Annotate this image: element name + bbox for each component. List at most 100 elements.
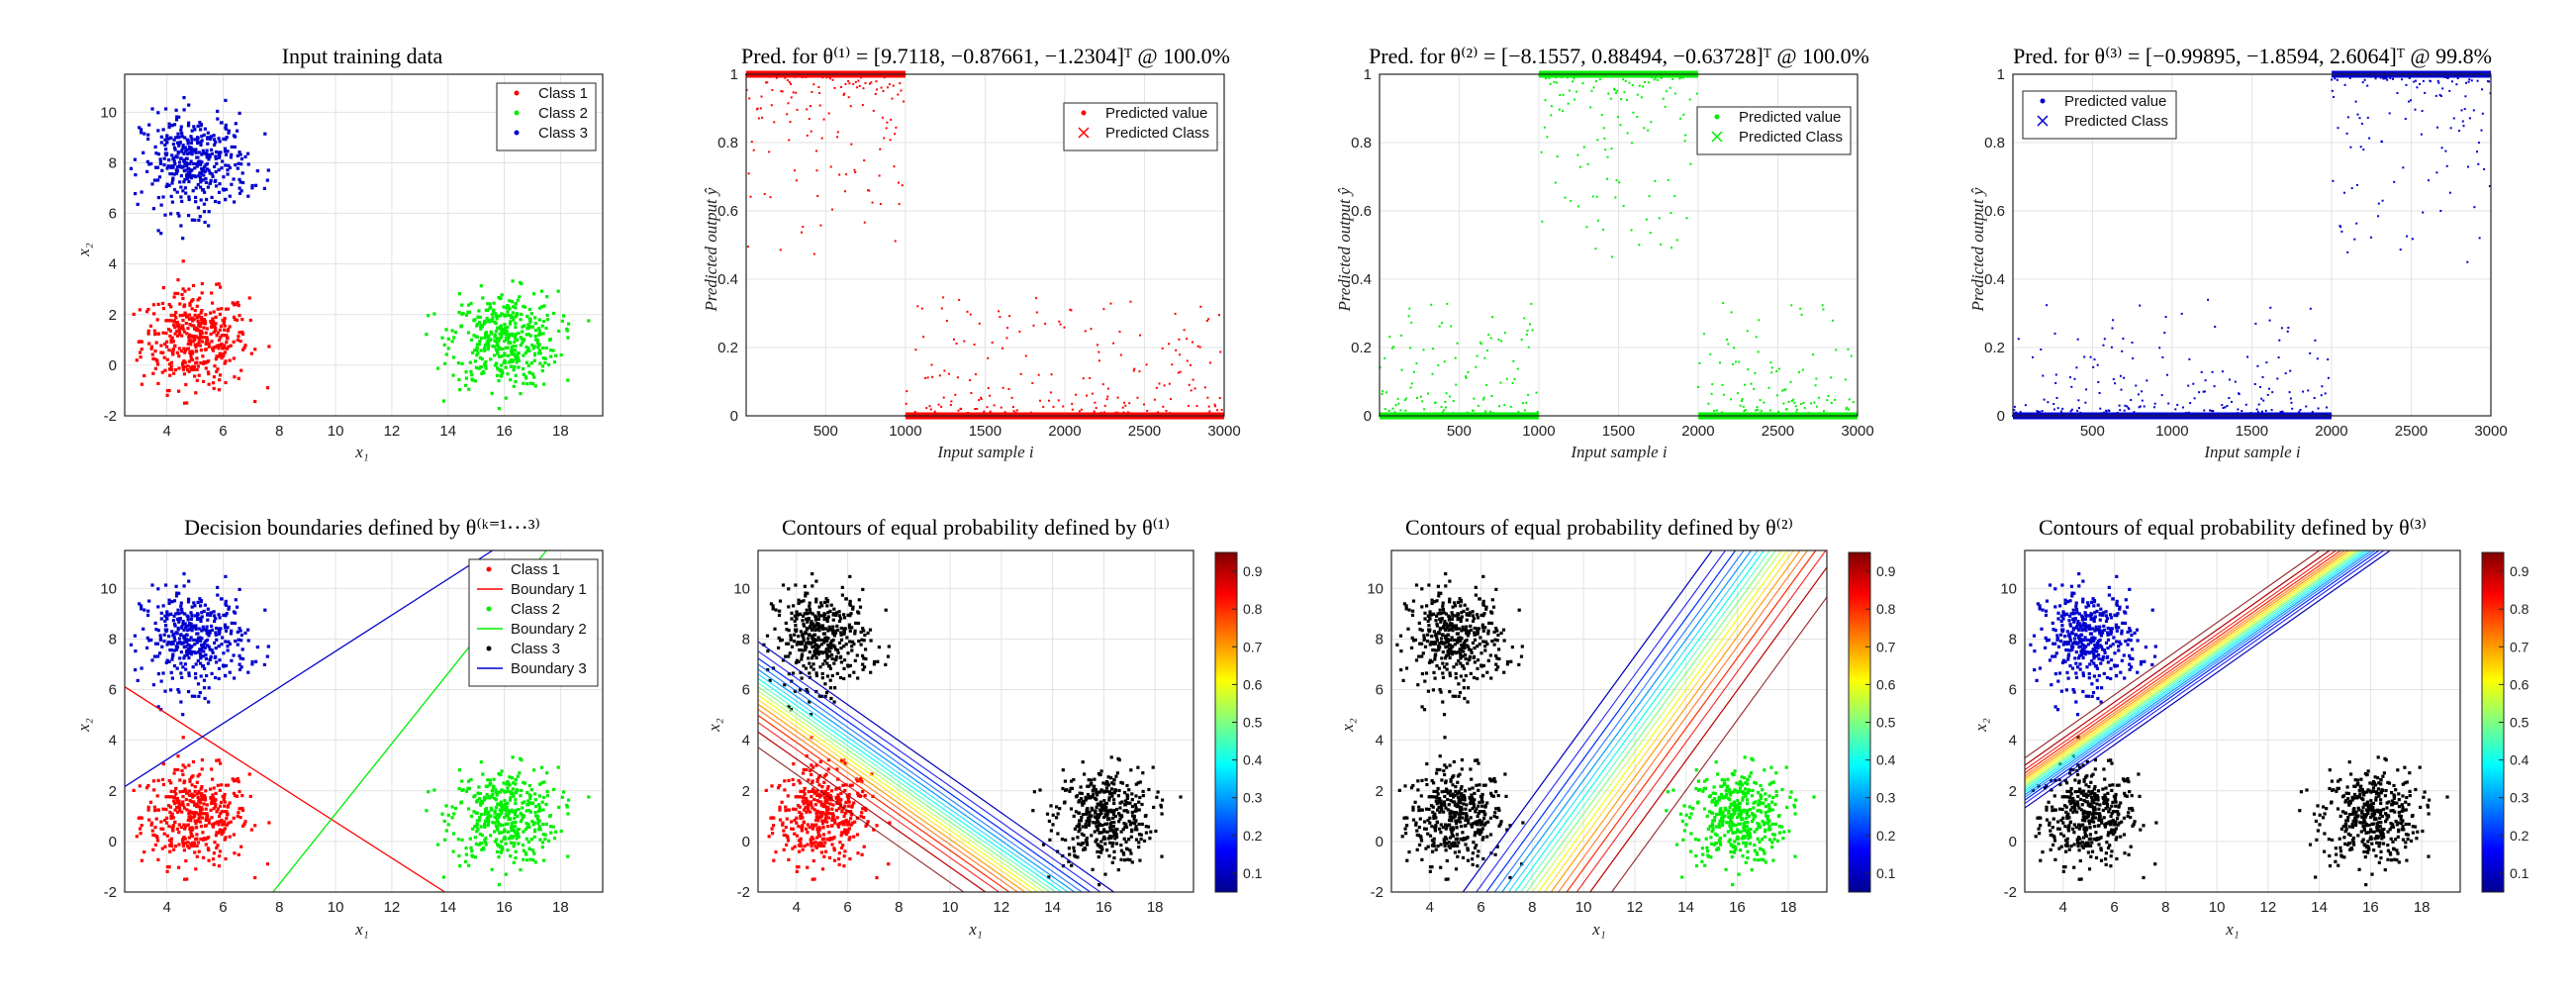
panel1-ylabel: x₂ bbox=[74, 243, 93, 257]
data-point bbox=[824, 772, 828, 776]
data-point bbox=[162, 156, 166, 160]
data-point bbox=[1734, 823, 1738, 828]
data-point bbox=[1094, 811, 1097, 815]
data-point bbox=[504, 806, 508, 810]
data-point bbox=[179, 174, 183, 178]
data-point bbox=[189, 159, 193, 163]
data-point bbox=[200, 160, 204, 164]
data-point bbox=[494, 798, 498, 802]
data-point bbox=[227, 605, 231, 609]
data-point bbox=[207, 821, 211, 825]
data-point bbox=[211, 793, 215, 797]
data-point bbox=[453, 807, 458, 811]
data-point bbox=[1434, 847, 1438, 851]
data-point bbox=[451, 832, 456, 836]
data-point bbox=[816, 652, 821, 656]
data-point bbox=[218, 658, 222, 662]
data-point bbox=[486, 823, 490, 828]
data-point bbox=[217, 632, 222, 636]
data-point bbox=[1746, 782, 1750, 786]
data-point bbox=[1417, 805, 1421, 809]
data-point bbox=[1405, 858, 1409, 862]
data-point bbox=[199, 793, 203, 798]
data-point bbox=[186, 845, 190, 848]
data-point bbox=[1080, 791, 1084, 796]
data-point bbox=[1115, 835, 1119, 839]
data-point bbox=[820, 867, 825, 871]
data-point bbox=[186, 841, 190, 845]
data-point bbox=[188, 146, 192, 149]
data-point bbox=[519, 812, 523, 816]
data-point bbox=[207, 210, 211, 214]
data-point bbox=[1771, 858, 1775, 862]
data-point bbox=[1438, 827, 1442, 831]
data-point bbox=[1770, 833, 1775, 837]
data-point bbox=[490, 313, 494, 317]
data-point bbox=[204, 180, 208, 184]
data-point bbox=[513, 825, 517, 829]
data-point bbox=[164, 184, 168, 188]
data-point bbox=[160, 370, 164, 374]
data-point bbox=[1731, 813, 1735, 817]
data-point bbox=[507, 830, 511, 834]
data-point bbox=[1443, 736, 1447, 740]
data-point bbox=[842, 854, 846, 858]
data-point bbox=[142, 627, 145, 631]
data-point bbox=[503, 323, 507, 327]
data-point bbox=[224, 138, 228, 142]
data-point bbox=[1448, 815, 1452, 819]
data-point bbox=[1479, 830, 1483, 834]
data-point bbox=[1420, 705, 1424, 709]
data-point bbox=[513, 842, 517, 846]
data-point bbox=[185, 401, 189, 405]
data-point bbox=[219, 335, 223, 340]
data-point bbox=[533, 860, 537, 864]
data-point bbox=[832, 607, 836, 611]
data-point bbox=[165, 816, 169, 820]
data-point bbox=[1117, 758, 1121, 762]
data-point bbox=[153, 809, 157, 813]
data-point bbox=[784, 826, 788, 830]
data-point bbox=[1765, 814, 1769, 818]
data-point bbox=[1489, 791, 1493, 795]
data-point bbox=[205, 149, 209, 152]
data-point bbox=[1442, 611, 1446, 615]
data-point bbox=[1109, 787, 1113, 791]
data-point bbox=[170, 336, 174, 340]
data-point bbox=[194, 811, 198, 815]
data-point bbox=[873, 659, 877, 664]
data-point bbox=[791, 827, 795, 831]
data-point bbox=[549, 354, 553, 358]
data-point bbox=[814, 846, 818, 849]
data-point bbox=[1746, 790, 1751, 794]
data-point bbox=[226, 626, 230, 630]
data-point bbox=[1454, 614, 1458, 618]
data-point bbox=[465, 313, 469, 317]
data-point bbox=[521, 330, 525, 334]
data-point bbox=[525, 346, 528, 349]
data-point bbox=[486, 345, 490, 349]
data-point bbox=[1691, 807, 1695, 811]
data-point bbox=[1097, 821, 1100, 825]
data-point bbox=[833, 645, 837, 648]
data-point bbox=[483, 336, 487, 340]
data-point bbox=[1459, 674, 1463, 678]
panel7-xlabel: x₁ bbox=[1591, 920, 1605, 939]
data-point bbox=[1739, 830, 1743, 834]
data-point bbox=[843, 761, 847, 765]
data-point bbox=[1435, 648, 1439, 652]
data-point bbox=[1095, 798, 1098, 802]
data-point bbox=[1746, 849, 1750, 853]
data-point bbox=[507, 781, 511, 785]
data-point bbox=[206, 607, 210, 611]
data-point bbox=[1450, 842, 1454, 846]
data-point bbox=[771, 607, 775, 611]
data-point bbox=[197, 798, 201, 803]
data-point bbox=[1472, 799, 1476, 803]
data-point bbox=[1718, 796, 1723, 800]
data-point bbox=[233, 145, 237, 149]
data-point bbox=[1432, 814, 1436, 818]
data-point bbox=[1469, 624, 1473, 628]
data-point bbox=[185, 172, 189, 177]
data-point bbox=[809, 625, 812, 629]
